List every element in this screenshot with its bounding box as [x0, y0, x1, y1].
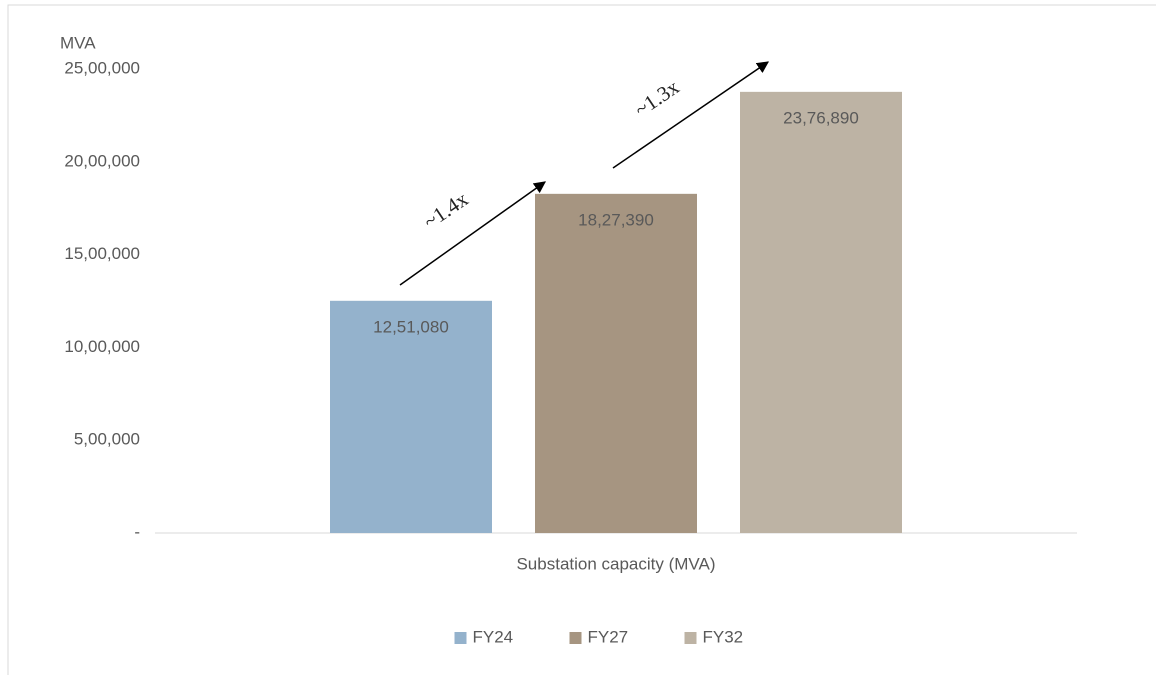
bar [535, 193, 697, 533]
y-tick-label: 20,00,000 [64, 151, 140, 170]
legend-swatch [569, 632, 582, 644]
x-tick-label: Substation capacity (MVA) [516, 554, 715, 573]
data-label: 12,51,080 [373, 317, 449, 336]
legend-label: FY27 [588, 627, 629, 646]
annotation: ~1.4x [419, 187, 473, 234]
legend-label: FY32 [703, 627, 744, 646]
data-label: 18,27,390 [578, 210, 654, 229]
data-label: 23,76,890 [783, 108, 859, 127]
bar [330, 300, 492, 533]
legend-swatch [454, 632, 467, 644]
y-tick-label: 25,00,000 [64, 58, 140, 77]
bar [740, 91, 902, 533]
legend-label: FY24 [473, 627, 514, 646]
legend-swatch [684, 632, 697, 644]
y-tick-label: 15,00,000 [64, 244, 140, 263]
y-tick-label: 5,00,000 [74, 430, 140, 449]
arrow [399, 181, 546, 286]
arrow [612, 61, 769, 169]
annotation: ~1.3x [630, 75, 684, 122]
y-axis-label: MVA [60, 33, 96, 52]
chart-frame [7, 4, 1156, 680]
y-tick-label: - [134, 522, 140, 541]
y-tick-label: 10,00,000 [64, 337, 140, 356]
